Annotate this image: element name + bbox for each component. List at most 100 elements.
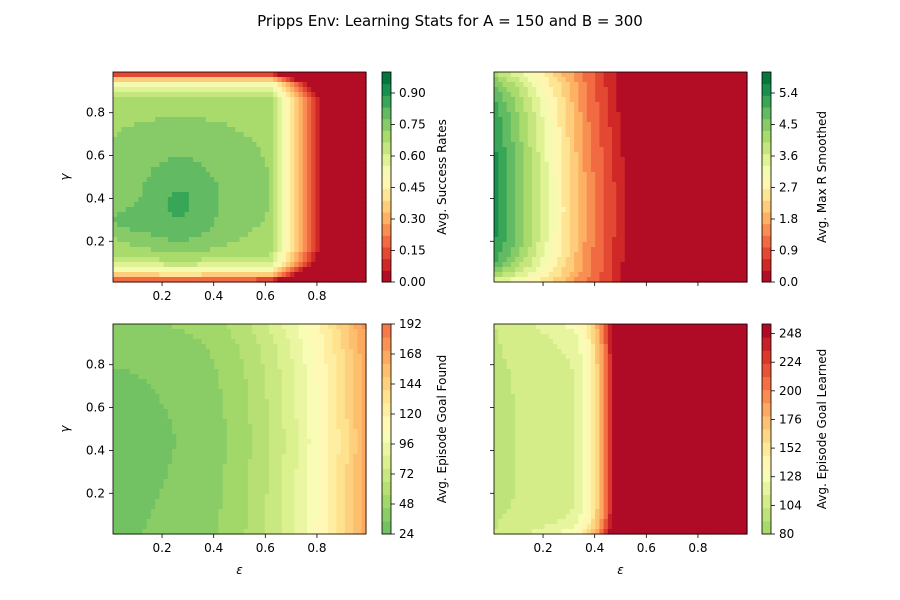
- contour-cell: [344, 242, 350, 248]
- contour-cell: [616, 97, 622, 103]
- contour-cell: [117, 132, 123, 138]
- contour-cell: [319, 192, 325, 198]
- contour-cell: [188, 217, 194, 223]
- contour-cell: [515, 167, 520, 173]
- contour-cell: [612, 112, 617, 118]
- contour-cell: [344, 87, 350, 93]
- contour-cell: [599, 182, 605, 188]
- contour-cell: [163, 157, 169, 163]
- contour-cell: [328, 147, 333, 153]
- contour-cell: [311, 212, 316, 218]
- contour-cell: [519, 242, 525, 248]
- contour-cell: [340, 157, 346, 163]
- contour-cell: [498, 182, 504, 188]
- contour-cell: [590, 222, 596, 228]
- contour-cell: [536, 157, 541, 163]
- contour-cell: [306, 177, 312, 183]
- contour-cell: [349, 117, 354, 123]
- contour-cell: [159, 77, 165, 83]
- contour-cell: [353, 277, 359, 283]
- contour-cell: [243, 162, 249, 168]
- contour-cell: [344, 212, 350, 218]
- contour-cell: [214, 137, 220, 143]
- contour-cell: [332, 192, 338, 198]
- contour-cell: [349, 277, 354, 283]
- contour-cell: [167, 112, 173, 118]
- contour-cell: [155, 157, 160, 163]
- contour-cell: [336, 92, 342, 98]
- contour-cell: [155, 227, 160, 233]
- contour-cell: [172, 82, 177, 88]
- contour-cell: [506, 237, 512, 243]
- contour-cell: [616, 267, 622, 273]
- contour-cell: [214, 252, 220, 258]
- contour-cell: [243, 92, 249, 98]
- contour-cell: [159, 122, 165, 128]
- contour-cell: [353, 137, 359, 143]
- contour-cell: [531, 77, 537, 83]
- contour-cell: [620, 82, 626, 88]
- contour-cell: [315, 262, 321, 268]
- contour-cell: [679, 72, 685, 78]
- contour-cell: [582, 142, 588, 148]
- contour-cell: [197, 232, 203, 238]
- contour-cell: [201, 137, 207, 143]
- contour-cell: [569, 82, 575, 88]
- contour-cell: [734, 237, 740, 243]
- contour-cell: [273, 142, 279, 148]
- contour-cell: [637, 202, 643, 208]
- contour-cell: [264, 197, 270, 203]
- contour-cell: [569, 172, 575, 178]
- contour-cell: [548, 272, 554, 278]
- contour-cell: [260, 162, 266, 168]
- contour-cell: [172, 217, 177, 223]
- contour-cell: [281, 272, 287, 278]
- contour-cell: [565, 222, 571, 228]
- contour-cell: [641, 267, 647, 273]
- contour-cell: [519, 122, 525, 128]
- contour-cell: [692, 197, 697, 203]
- contour-cell: [536, 147, 541, 153]
- contour-cell: [193, 157, 198, 163]
- contour-cell: [553, 112, 558, 118]
- contour-cell: [150, 257, 156, 263]
- contour-cell: [671, 72, 676, 78]
- contour-cell: [704, 192, 710, 198]
- contour-cell: [620, 217, 626, 223]
- contour-cell: [713, 157, 719, 163]
- contour-cell: [730, 187, 735, 193]
- contour-cell: [704, 162, 710, 168]
- contour-cell: [201, 77, 207, 83]
- contour-cell: [616, 257, 622, 263]
- contour-cell: [544, 207, 550, 213]
- contour-cell: [582, 77, 588, 83]
- contour-cell: [578, 192, 584, 198]
- contour-cell: [738, 197, 744, 203]
- contour-cell: [624, 132, 630, 138]
- contour-cell: [633, 147, 638, 153]
- contour-cell: [531, 112, 537, 118]
- contour-cell: [687, 132, 693, 138]
- contour-cell: [155, 187, 160, 193]
- contour-cell: [730, 222, 735, 228]
- contour-cell: [129, 172, 135, 178]
- contour-cell: [692, 152, 697, 158]
- contour-cell: [180, 237, 186, 243]
- contour-cell: [502, 122, 508, 128]
- contour-cell: [662, 257, 668, 263]
- contour-cell: [344, 137, 350, 143]
- contour-cell: [510, 87, 516, 93]
- contour-cell: [188, 162, 194, 168]
- contour-cell: [519, 257, 525, 263]
- contour-cell: [717, 82, 723, 88]
- contour-cell: [675, 97, 681, 103]
- contour-cell: [323, 132, 329, 138]
- contour-cell: [256, 252, 262, 258]
- contour-cell: [260, 127, 266, 133]
- contour-cell: [666, 152, 672, 158]
- contour-cell: [704, 107, 710, 113]
- contour-cell: [603, 182, 609, 188]
- contour-cell: [332, 127, 338, 133]
- contour-cell: [125, 182, 131, 188]
